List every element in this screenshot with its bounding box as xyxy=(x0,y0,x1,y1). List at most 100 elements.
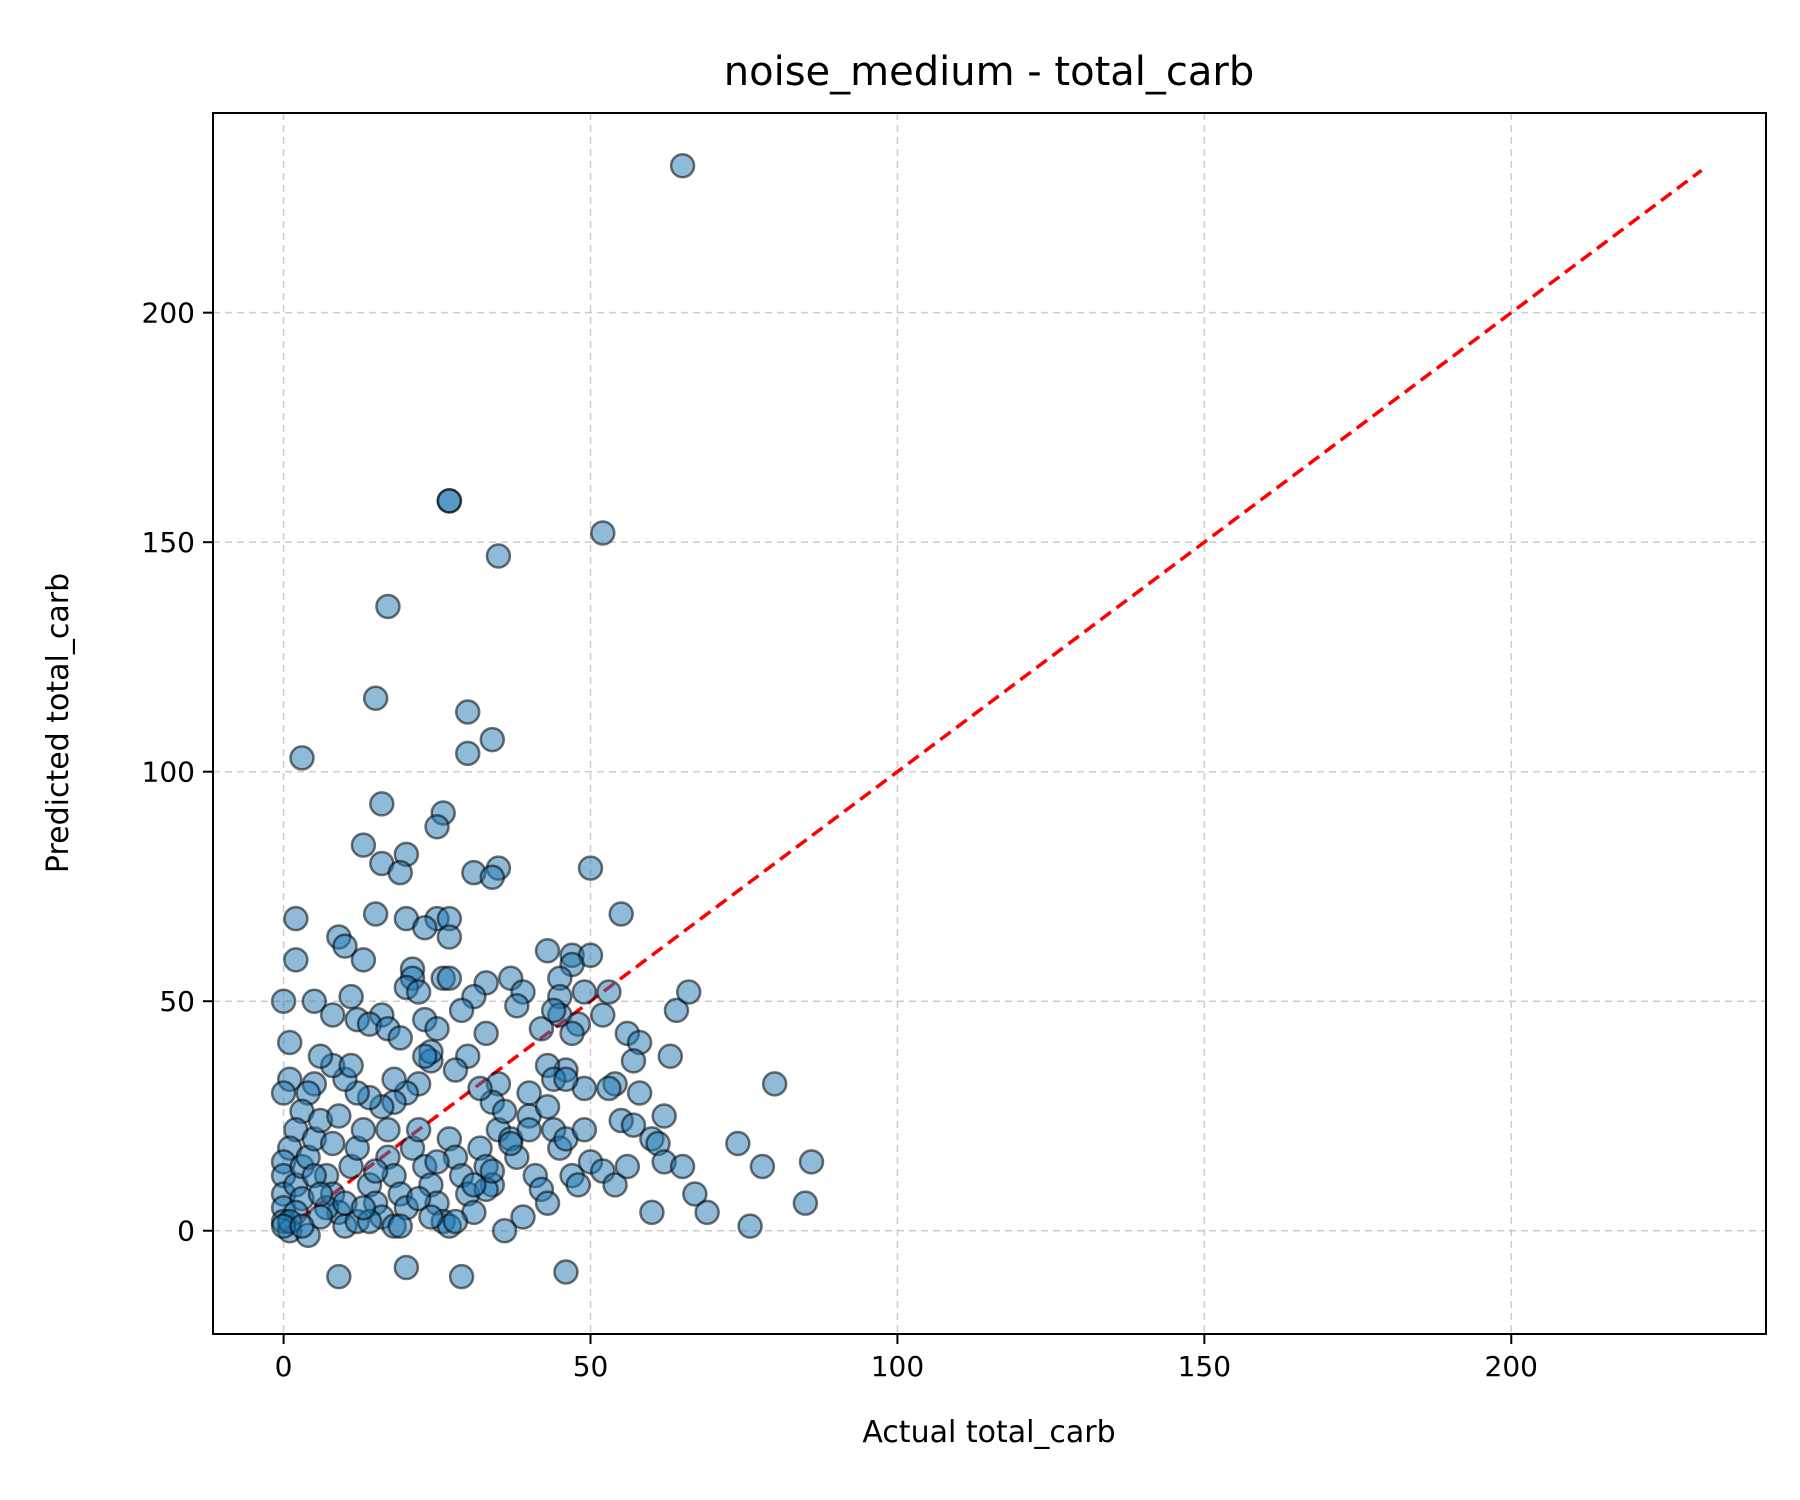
scatter-point xyxy=(448,1263,475,1290)
scatter-point xyxy=(479,864,506,891)
scatter-point xyxy=(307,1181,334,1207)
scatter-point xyxy=(362,1158,389,1184)
x-tick-label: 0 xyxy=(275,1350,293,1383)
scatter-point xyxy=(534,1190,561,1216)
scatter-point xyxy=(387,1025,413,1051)
scatter-point xyxy=(608,901,634,927)
scatter-point xyxy=(737,1213,763,1239)
scatter-point xyxy=(553,1066,579,1092)
scatter-point xyxy=(663,997,690,1024)
x-tick-label: 150 xyxy=(1178,1350,1231,1383)
scatter-point xyxy=(436,924,463,950)
axis-ticks: 0 50 100 150 200 0 50 100 150 200 xyxy=(142,297,1538,1383)
y-tick-label: 0 xyxy=(177,1215,195,1248)
scatter-point xyxy=(338,1052,364,1079)
scatter-point xyxy=(319,1002,346,1028)
scatter-point xyxy=(540,997,567,1024)
scatter-point xyxy=(375,593,401,620)
scatter-point xyxy=(798,1149,825,1175)
scatter-point xyxy=(620,1048,647,1074)
scatter-point xyxy=(276,1029,303,1056)
scatter-point xyxy=(350,947,377,973)
scatter-point xyxy=(792,1190,819,1216)
scatter-point xyxy=(516,1116,542,1143)
scatter-point xyxy=(491,1098,518,1125)
scatter-point xyxy=(301,988,328,1014)
y-tick-label: 100 xyxy=(142,756,195,789)
scatter-point xyxy=(424,1149,450,1175)
scatter-point xyxy=(319,1130,346,1157)
scatter-point xyxy=(405,1116,432,1143)
scatter-point xyxy=(553,1259,579,1285)
scatter-point xyxy=(682,1181,708,1207)
y-tick-label: 150 xyxy=(142,526,195,559)
chart-title: noise_medium - total_carb xyxy=(724,49,1254,95)
scatter-point xyxy=(565,1172,591,1198)
scatter-point xyxy=(669,1153,696,1180)
scatter-point xyxy=(669,153,696,179)
scatter-point xyxy=(675,979,702,1005)
scatter-point xyxy=(614,1153,641,1180)
scatter-point xyxy=(590,520,616,546)
scatter-point xyxy=(338,983,364,1010)
scatter-point xyxy=(375,1116,401,1143)
x-tick-label: 200 xyxy=(1485,1350,1538,1383)
scatter-point xyxy=(270,1080,297,1106)
scatter-point xyxy=(571,979,598,1005)
plot-frame xyxy=(212,112,1767,1335)
scatter-point xyxy=(442,1208,469,1235)
scatter-point xyxy=(534,937,561,964)
x-tick-label: 50 xyxy=(573,1350,609,1383)
scatter-point xyxy=(387,1213,413,1239)
y-tick-label: 50 xyxy=(159,985,195,1018)
scatter-point xyxy=(602,1172,628,1198)
scatter-point xyxy=(461,1172,487,1198)
scatter-point xyxy=(725,1130,751,1157)
scatter-point xyxy=(749,1153,776,1180)
scatter-point xyxy=(442,1057,469,1083)
y-axis-label: Predicted total_carb xyxy=(41,573,76,873)
scatter-point xyxy=(283,947,309,973)
scatter-point xyxy=(362,685,389,712)
scatter-point xyxy=(454,740,481,767)
scatter-point xyxy=(362,901,389,927)
scatter-point xyxy=(350,832,377,858)
scatter-point xyxy=(590,1002,616,1028)
scatter-point xyxy=(639,1199,665,1226)
x-tick-label: 100 xyxy=(871,1350,924,1383)
scatter-point xyxy=(436,965,463,992)
scatter-point xyxy=(424,814,450,840)
scatter-point xyxy=(559,1020,585,1047)
scatter-points xyxy=(270,153,825,1290)
scatter-point xyxy=(571,1116,598,1143)
scatter-point xyxy=(473,1020,499,1047)
y-tick-label: 200 xyxy=(142,297,195,330)
scatter-point xyxy=(350,1195,377,1221)
scatter-point xyxy=(307,1043,334,1070)
scatter-point xyxy=(332,933,358,959)
scatter-point xyxy=(448,997,475,1024)
scatter-point xyxy=(694,1199,720,1226)
scatter-point xyxy=(393,1254,420,1281)
scatter-point xyxy=(596,979,622,1005)
scatter-point xyxy=(418,1204,444,1230)
scatter-point xyxy=(326,1103,352,1129)
scatter-point xyxy=(485,543,512,569)
scatter-point xyxy=(289,745,315,771)
scatter-point xyxy=(436,488,463,514)
scatter-point xyxy=(651,1103,677,1129)
scatter-point xyxy=(577,855,604,881)
reference-line-group xyxy=(282,168,1703,1233)
scatter-point xyxy=(761,1071,788,1097)
scatter-point xyxy=(405,1185,432,1212)
scatter-point xyxy=(479,726,506,753)
scatter-point xyxy=(596,1075,622,1102)
scatter-point xyxy=(479,1158,506,1184)
scatter-point xyxy=(381,1066,407,1092)
scatter-point xyxy=(405,979,432,1005)
scatter-point xyxy=(528,1016,555,1042)
scatter-point xyxy=(326,1263,352,1290)
scatter-point xyxy=(350,1116,377,1143)
scatter-point xyxy=(387,859,413,886)
